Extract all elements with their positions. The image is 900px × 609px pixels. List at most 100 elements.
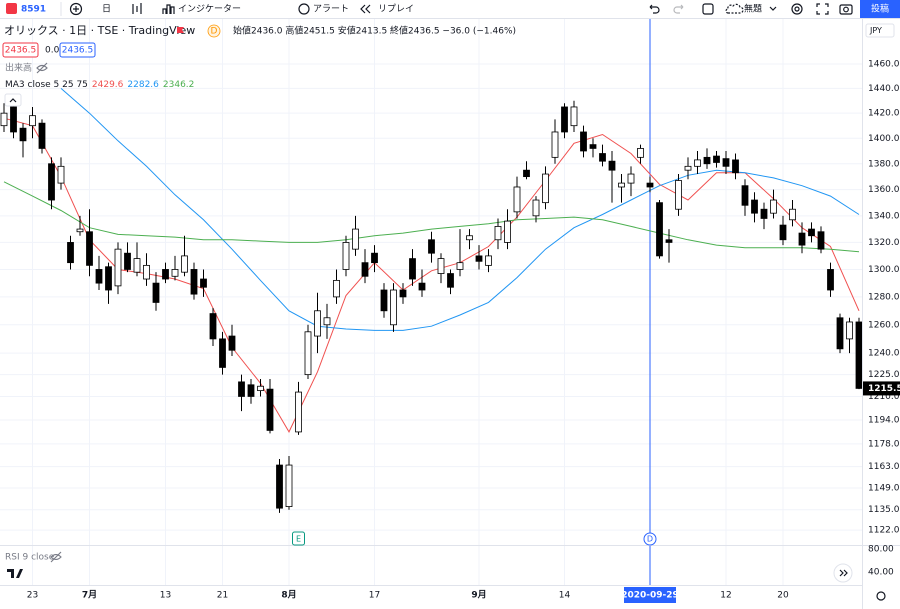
y-tick-label: 1320.0 xyxy=(868,238,900,248)
candle-body xyxy=(86,231,93,266)
replay-icon xyxy=(360,4,371,14)
last-price-label: 1215.5 xyxy=(868,384,900,394)
currency-box[interactable] xyxy=(865,23,895,38)
publish-button[interactable] xyxy=(860,0,900,18)
symbol-icon xyxy=(6,3,17,14)
x-tick-label: 12 xyxy=(720,591,731,601)
candle-body xyxy=(209,313,217,340)
candle-body xyxy=(456,262,464,270)
candle-body xyxy=(637,148,644,158)
candle-body xyxy=(238,381,245,397)
badge-circle xyxy=(207,24,221,38)
y-tick-label: 1122.0 xyxy=(868,526,900,536)
layout-name[interactable]: 無題 xyxy=(744,3,762,15)
bid-box[interactable] xyxy=(2,42,39,58)
candle-body xyxy=(57,165,65,184)
toolbar-bg xyxy=(0,0,900,18)
indicators-button[interactable]: インジケーター xyxy=(178,4,241,15)
candle-body xyxy=(608,160,616,171)
candle-body xyxy=(200,278,207,288)
redo-button[interactable] xyxy=(673,4,684,14)
candle-body xyxy=(532,199,540,217)
candle-body xyxy=(827,269,834,291)
spread: 0.0 xyxy=(45,46,60,56)
candle-body xyxy=(133,258,141,273)
candle-body xyxy=(114,248,122,287)
candle-body xyxy=(561,106,568,133)
candle-body xyxy=(437,258,445,274)
undo-button[interactable] xyxy=(649,4,660,14)
ma-value: 2429.6 xyxy=(92,80,124,90)
ma-legend: MA3 close 5 25 75 2429.6 2282.6 2346.2 xyxy=(5,80,194,90)
candle-body xyxy=(19,127,27,142)
candle-body xyxy=(409,258,416,280)
candle-body xyxy=(770,199,777,214)
ask-box[interactable] xyxy=(59,42,96,58)
candle-body xyxy=(181,255,188,273)
candle-body xyxy=(485,255,492,266)
candle-body xyxy=(48,163,55,201)
y-tick-label: 1440.0 xyxy=(868,84,900,94)
y-tick-label: 1163.0 xyxy=(868,462,900,472)
collapse-legend[interactable] xyxy=(4,93,22,107)
alert-button[interactable]: アラート xyxy=(313,4,349,15)
candle-body xyxy=(304,331,312,376)
candle-body xyxy=(10,106,17,133)
y-tick-label: 1300.0 xyxy=(868,265,900,275)
indicators-icon xyxy=(162,4,175,14)
replay-button[interactable]: リプレイ xyxy=(378,4,414,15)
candle-body xyxy=(390,289,397,326)
crosshair-label-box xyxy=(624,587,676,603)
candle-body xyxy=(295,391,302,433)
candle-body xyxy=(171,269,179,277)
candle-body xyxy=(684,165,692,171)
snapshot-button[interactable] xyxy=(839,4,853,15)
y-tick-label: 1340.0 xyxy=(868,211,900,221)
candle-body xyxy=(779,224,787,241)
candle-body xyxy=(428,239,435,254)
toolbar: 8591 日 インジケーター アラート リプレイ 無題 投稿 xyxy=(0,0,900,19)
hide-rsi[interactable] xyxy=(50,551,62,563)
axis-settings[interactable] xyxy=(876,591,886,601)
candle-body xyxy=(342,242,350,270)
fullscreen-button[interactable] xyxy=(816,3,829,15)
candle-body xyxy=(190,269,198,295)
candle-body xyxy=(257,385,264,392)
candle-body xyxy=(618,182,625,188)
plot xyxy=(0,88,863,513)
symbol[interactable]: 8591 xyxy=(21,5,46,15)
moving-average xyxy=(3,117,860,433)
candle-body xyxy=(466,235,473,241)
interval[interactable]: 日 xyxy=(102,4,111,15)
candle-body xyxy=(646,182,654,188)
candle-body xyxy=(656,202,663,257)
bid: 2436.5 xyxy=(5,46,37,56)
x-tick-label: 21 xyxy=(217,591,228,601)
x-tick-label: 13 xyxy=(160,591,171,601)
compare-plus xyxy=(73,6,79,12)
candle-body xyxy=(846,321,853,340)
candle-body xyxy=(285,464,293,508)
candle-body xyxy=(751,199,758,214)
ma-label: MA3 close 5 25 75 xyxy=(5,80,88,90)
candle-body xyxy=(789,208,796,221)
y-tick-label: 1178.0 xyxy=(868,439,900,449)
moving-average xyxy=(3,181,860,253)
layout-button[interactable] xyxy=(702,3,714,15)
candle-body xyxy=(694,159,701,167)
candle-body xyxy=(124,252,131,270)
chart-type-button[interactable] xyxy=(132,3,142,14)
settings-button[interactable] xyxy=(791,3,803,15)
candle-body xyxy=(475,255,483,262)
candle-body xyxy=(665,239,673,243)
hide-volume[interactable] xyxy=(36,62,48,74)
candle-body xyxy=(580,131,587,152)
compare-button[interactable] xyxy=(69,2,83,16)
y-tick-label: 1380.0 xyxy=(868,159,900,169)
ma-value: 2346.2 xyxy=(163,80,195,90)
y-tick-label: 1135.0 xyxy=(868,505,900,515)
layout-dropdown[interactable] xyxy=(769,6,777,11)
candle-body xyxy=(105,266,112,291)
candle-body xyxy=(162,269,169,280)
